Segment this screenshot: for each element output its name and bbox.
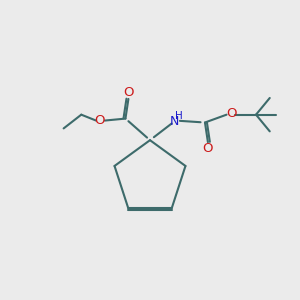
Text: H: H [175, 111, 182, 121]
Text: O: O [123, 86, 134, 99]
Text: N: N [170, 115, 179, 128]
Text: O: O [203, 142, 213, 155]
Text: O: O [227, 107, 237, 120]
Text: O: O [94, 114, 105, 127]
